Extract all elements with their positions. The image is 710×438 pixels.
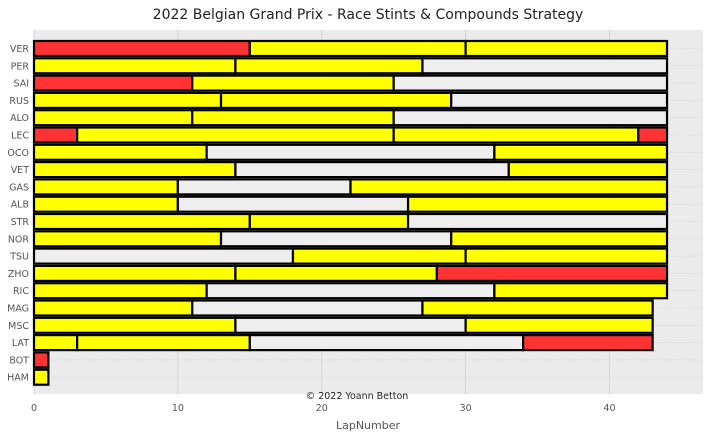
stint-bar <box>450 230 669 248</box>
driver-label: ZHO <box>8 269 29 280</box>
driver-label: GAS <box>9 182 29 193</box>
driver-label: VET <box>11 165 30 176</box>
stint-bar <box>205 143 496 161</box>
stint-bar <box>32 299 194 317</box>
stint-bar <box>234 264 438 282</box>
driver-label: RUS <box>9 96 29 107</box>
stint-bar <box>493 143 669 161</box>
driver-label: PER <box>11 61 30 72</box>
driver-label: STR <box>11 217 30 228</box>
stint-bar <box>435 264 669 282</box>
stint-bar <box>392 126 640 144</box>
stint-bar <box>32 282 208 300</box>
stint-bar <box>32 247 295 265</box>
x-tick-label: 10 <box>172 403 184 414</box>
driver-label: LEC <box>11 131 29 142</box>
driver-label: ALB <box>11 200 29 211</box>
stint-bar <box>32 126 79 144</box>
stint-bar <box>464 247 669 265</box>
driver-label: OCO <box>7 148 29 159</box>
stint-bar <box>291 247 467 265</box>
stint-bar <box>464 39 669 58</box>
stint-bar <box>464 316 654 334</box>
stint-bar <box>392 74 669 92</box>
chart-title: 2022 Belgian Grand Prix - Race Stints & … <box>153 7 584 23</box>
x-tick-label: 30 <box>460 403 472 414</box>
x-tick-label: 20 <box>316 403 328 414</box>
stint-bar <box>349 178 669 196</box>
stint-bar <box>493 282 669 300</box>
stint-bar <box>219 230 453 248</box>
stint-bar <box>32 264 237 282</box>
driver-label: TSU <box>9 252 29 263</box>
driver-labels: VER PER SAI RUS ALO LEC OCO VET GAS ALB STR NOR TSU Z… <box>7 44 29 384</box>
stint-bar <box>421 57 669 75</box>
lap-ticks: 0 10 20 30 40 <box>31 403 616 414</box>
credit-annotation: © 2022 Yoann Betton <box>306 391 409 402</box>
stint-bar <box>32 178 179 196</box>
stint-bar <box>392 109 669 127</box>
stint-bar <box>176 178 352 196</box>
stint-bar <box>191 109 395 127</box>
driver-label: MAG <box>7 304 29 315</box>
driver-label: NOR <box>8 234 30 245</box>
stint-bar <box>450 91 669 110</box>
stint-bar <box>32 91 223 110</box>
x-axis-label: LapNumber <box>336 419 401 432</box>
x-tick-label: 40 <box>603 403 615 414</box>
driver-label: BOT <box>9 355 29 366</box>
stint-bar <box>32 334 79 352</box>
driver-label: MSC <box>8 321 29 332</box>
stint-bar <box>191 74 395 92</box>
stint-bar <box>32 57 237 75</box>
stint-bar <box>421 299 654 317</box>
stint-bar <box>248 212 410 231</box>
driver-label: SAI <box>13 79 29 90</box>
stint-bar <box>507 161 669 179</box>
stint-bar <box>205 282 496 300</box>
stint-bar <box>522 334 654 352</box>
stint-bar <box>32 368 50 386</box>
stint-bar <box>76 126 395 144</box>
stint-bar <box>637 126 669 144</box>
stint-bar <box>32 212 251 231</box>
stint-bar <box>234 161 510 179</box>
stint-bar <box>234 57 424 75</box>
x-tick-label: 0 <box>31 403 37 414</box>
stint-bar <box>32 143 208 161</box>
stint-bar <box>32 109 194 127</box>
stint-bar <box>234 316 467 334</box>
stint-bar <box>32 351 50 369</box>
stint-bar <box>176 195 410 213</box>
stint-bar <box>32 195 179 213</box>
driver-label: LAT <box>12 338 29 349</box>
stint-bar <box>219 91 453 110</box>
stint-bar <box>406 212 669 231</box>
driver-label: ALO <box>10 113 29 124</box>
stint-bar <box>32 316 237 334</box>
stint-bar <box>32 74 194 92</box>
stint-bar <box>191 299 424 317</box>
driver-label: VER <box>10 44 30 55</box>
stint-bar <box>248 334 525 352</box>
driver-label: RIC <box>13 286 29 297</box>
stint-bar <box>248 39 467 58</box>
stint-bar <box>32 230 223 248</box>
stint-bar <box>32 39 251 58</box>
stint-bar <box>76 334 251 352</box>
stint-bar <box>406 195 669 213</box>
driver-label: HAM <box>7 373 29 384</box>
stint-bars <box>32 39 669 386</box>
stint-bar <box>32 161 237 179</box>
